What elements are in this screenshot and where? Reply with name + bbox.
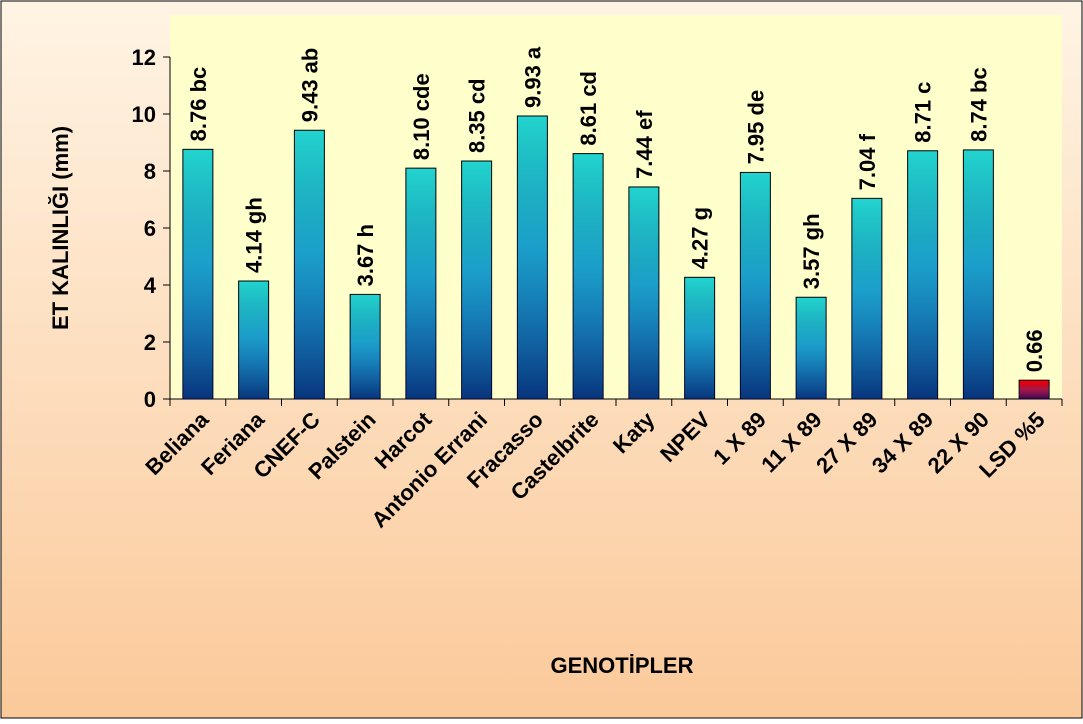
bar <box>293 129 325 400</box>
value-label: 0.66 <box>1022 329 1047 372</box>
bar <box>516 115 548 400</box>
bar <box>962 149 994 400</box>
y-tick-label: 4 <box>144 273 157 298</box>
value-label: 8.61 cd <box>576 71 601 146</box>
value-label: 8.71 c <box>911 82 936 143</box>
y-tick-label: 12 <box>132 45 156 70</box>
bar <box>684 276 716 400</box>
value-label: 8.74 bc <box>966 67 991 142</box>
bar <box>795 296 827 400</box>
value-label: 8.35 cd <box>465 78 490 153</box>
y-axis-label: ET KALINLIĞI (mm) <box>48 126 73 330</box>
bar <box>572 153 604 400</box>
bar <box>405 167 437 400</box>
value-label: 7.04 f <box>855 133 880 190</box>
bar <box>628 186 660 400</box>
bar <box>182 148 214 400</box>
value-label: 9.93 a <box>520 46 545 108</box>
bar <box>238 280 270 400</box>
y-tick-label: 10 <box>132 102 156 127</box>
value-label: 7.44 ef <box>632 110 657 179</box>
bar <box>851 197 883 400</box>
y-tick-label: 6 <box>144 216 156 241</box>
bar <box>349 293 381 400</box>
value-label: 3.57 gh <box>799 213 824 289</box>
y-tick-label: 2 <box>144 330 156 355</box>
x-axis-label: GENOTİPLER <box>550 653 693 678</box>
bar <box>739 171 771 400</box>
value-label: 4.14 gh <box>242 197 267 273</box>
bar <box>461 160 493 400</box>
y-tick-label: 0 <box>144 387 156 412</box>
y-tick-label: 8 <box>144 159 156 184</box>
value-label: 8.10 cde <box>409 73 434 160</box>
value-label: 8.76 bc <box>186 67 211 142</box>
value-label: 7.95 de <box>743 90 768 165</box>
value-label: 3.67 h <box>353 224 378 286</box>
value-label: 9.43 ab <box>297 48 322 123</box>
bar <box>907 150 939 400</box>
bar <box>1018 379 1050 400</box>
value-label: 4.27 g <box>688 207 713 269</box>
